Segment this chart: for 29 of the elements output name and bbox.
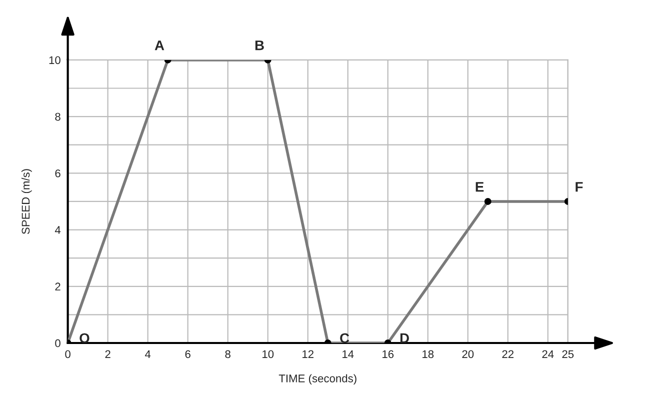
annotation: D xyxy=(400,333,409,343)
x-tick-label: 20 xyxy=(462,350,474,358)
y-axis-title: SPEED (m/s) xyxy=(21,169,32,234)
annotation: O xyxy=(80,333,90,344)
annotation: E xyxy=(476,182,484,192)
y-tick-label: 6 xyxy=(55,169,60,178)
x-tick-label: 22 xyxy=(502,350,514,358)
x-axis-title: TIME (seconds) xyxy=(278,374,356,385)
annotation: A xyxy=(154,40,164,50)
annotation: B xyxy=(255,40,264,50)
x-tick-label: 6 xyxy=(185,350,190,358)
x-tick-label: 16 xyxy=(382,350,394,358)
x-tick-label: 25 xyxy=(562,350,574,358)
x-tick-label: 24 xyxy=(542,350,554,358)
annotation: F xyxy=(576,182,583,192)
annotation: C xyxy=(340,333,350,344)
y-tick-label: 10 xyxy=(49,56,60,64)
x-tick-label: 10 xyxy=(262,350,274,358)
y-tick-label: 8 xyxy=(55,112,60,121)
x-tick-label: 12 xyxy=(302,350,314,358)
x-tick-label: 0 xyxy=(65,350,70,358)
y-tick-label: 0 xyxy=(55,339,60,348)
x-tick-label: 2 xyxy=(105,350,110,358)
x-tick-label: 8 xyxy=(225,350,230,358)
x-tick-label: 4 xyxy=(144,350,151,358)
y-tick-label: 4 xyxy=(54,226,61,234)
x-tick-label: 14 xyxy=(342,350,354,358)
y-tick-label: 2 xyxy=(55,282,60,290)
x-tick-label: 18 xyxy=(422,350,434,358)
